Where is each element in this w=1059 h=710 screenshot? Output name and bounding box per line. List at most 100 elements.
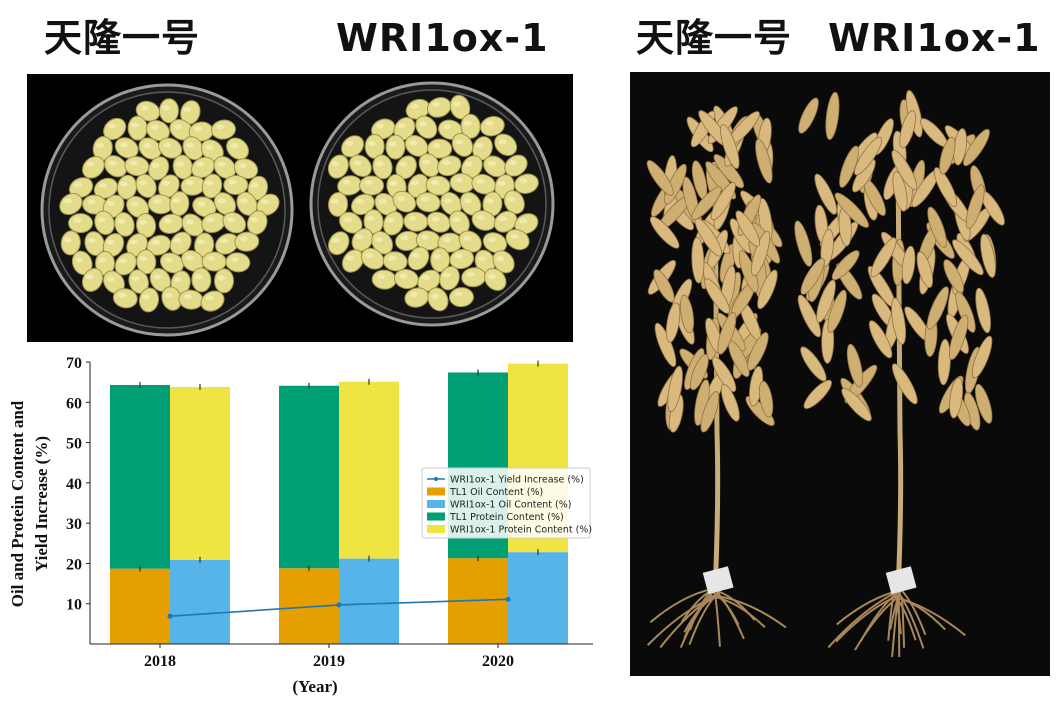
seed-highlight — [498, 181, 506, 186]
seed-highlight — [99, 183, 107, 188]
seed-highlight — [109, 161, 117, 166]
seed-highlight — [485, 121, 493, 126]
legend-swatch — [427, 488, 445, 496]
seed-highlight — [356, 199, 364, 204]
seed-highlight — [431, 180, 439, 185]
seed-highlight — [88, 199, 96, 204]
seed-highlight — [375, 237, 383, 242]
seed-highlight — [130, 239, 138, 244]
seed-highlight — [183, 107, 191, 112]
seed-highlight — [410, 140, 418, 145]
legend-label: WRI1ox-1 Yield Increase (%) — [450, 475, 584, 486]
seed-highlight — [165, 293, 173, 298]
seed-highlight — [442, 273, 450, 278]
seed-highlight — [388, 142, 396, 147]
seed-highlight — [444, 198, 452, 203]
seed-highlight — [464, 121, 472, 126]
seed-highlight — [399, 162, 407, 167]
seed-highlight — [162, 181, 170, 186]
seed-highlight — [388, 256, 396, 261]
soybean-plant-photo — [630, 72, 1050, 676]
seed-highlight — [151, 125, 159, 130]
seed-highlight — [196, 162, 204, 167]
seed-highlight — [240, 236, 248, 241]
seed-highlight — [139, 256, 147, 261]
seed-highlight — [165, 257, 173, 262]
bar-wri1ox-protein-2019 — [339, 382, 399, 559]
seed-highlight — [476, 143, 484, 148]
seed-highlight — [507, 197, 515, 202]
bar-wri1ox-protein-2018 — [170, 387, 230, 560]
seed-highlight — [419, 122, 427, 127]
seed-dish-image — [27, 74, 573, 342]
soybean-seed — [69, 214, 93, 233]
seed-highlight — [132, 276, 140, 281]
seed-highlight — [117, 219, 125, 224]
seed-highlight — [142, 294, 150, 299]
bar-wri1ox-oil-2019 — [339, 559, 399, 644]
soybean-seed — [128, 116, 147, 140]
seed-highlight — [176, 161, 184, 166]
seed-highlight — [386, 218, 394, 223]
y-tick-label: 20 — [66, 556, 82, 573]
seed-highlight — [227, 217, 235, 222]
legend-label: WRI1ox-1 Oil Content (%) — [450, 500, 572, 511]
heading-tianlong-right: 天隆一号 — [636, 12, 792, 64]
seed-highlight — [75, 257, 83, 262]
y-tick-label: 70 — [66, 355, 82, 372]
seed-highlight — [184, 294, 192, 299]
seed-highlight — [74, 182, 82, 187]
yield-point-2018 — [168, 614, 173, 619]
bar-tl1-oil-2018 — [110, 569, 170, 644]
seed-highlight — [343, 180, 351, 185]
seed-highlight — [197, 201, 205, 206]
y-axis-label: Yield Increase (%) — [32, 436, 51, 572]
seed-highlight — [519, 218, 527, 223]
seed-highlight — [207, 256, 215, 261]
seed-highlight — [174, 238, 182, 243]
x-tick-label: 2020 — [482, 653, 514, 670]
seed-highlight — [367, 216, 375, 221]
seed-highlight — [118, 293, 126, 298]
seed-highlight — [205, 145, 213, 150]
seed-highlight — [477, 179, 485, 184]
seed-highlight — [152, 240, 160, 245]
seed-highlight — [344, 217, 352, 222]
seed-highlight — [432, 102, 440, 107]
legend-swatch — [427, 525, 445, 533]
seed-highlight — [467, 272, 475, 277]
bar-tl1-protein-2018 — [110, 385, 170, 569]
x-tick-label: 2018 — [144, 653, 176, 670]
seed-highlight — [120, 182, 128, 187]
soybean-seed — [386, 135, 405, 159]
heading-wri1ox-right: WRI1ox-1 — [828, 12, 1041, 64]
seed-highlight — [433, 143, 441, 148]
seed-highlight — [422, 160, 430, 165]
seed-highlight — [365, 180, 373, 185]
seed-highlight — [172, 198, 180, 203]
bar-tl1-protein-2019 — [279, 386, 339, 568]
seed-highlight — [431, 294, 439, 299]
seed-highlight — [217, 275, 225, 280]
legend-marker — [434, 477, 438, 481]
seed-highlight — [74, 218, 82, 223]
legend-label: TL1 Oil Content (%) — [449, 487, 543, 498]
seed-highlight — [239, 163, 247, 168]
seed-highlight — [509, 160, 517, 165]
seed-highlight — [174, 277, 182, 282]
seed-highlight — [375, 161, 383, 166]
seed-highlight — [139, 220, 147, 225]
seed-highlight — [186, 255, 194, 260]
seed-highlight — [463, 236, 471, 241]
legend-label: WRI1ox-1 Protein Content (%) — [450, 525, 592, 536]
seed-highlight — [251, 183, 259, 188]
seed-highlight — [131, 201, 139, 206]
seed-highlight — [331, 199, 339, 204]
seed-highlight — [220, 238, 228, 243]
x-axis-label: (Year) — [292, 677, 337, 696]
seed-highlight — [442, 160, 450, 165]
seed-highlight — [186, 219, 194, 224]
y-tick-label: 60 — [66, 395, 82, 412]
seed-highlight — [464, 198, 472, 203]
